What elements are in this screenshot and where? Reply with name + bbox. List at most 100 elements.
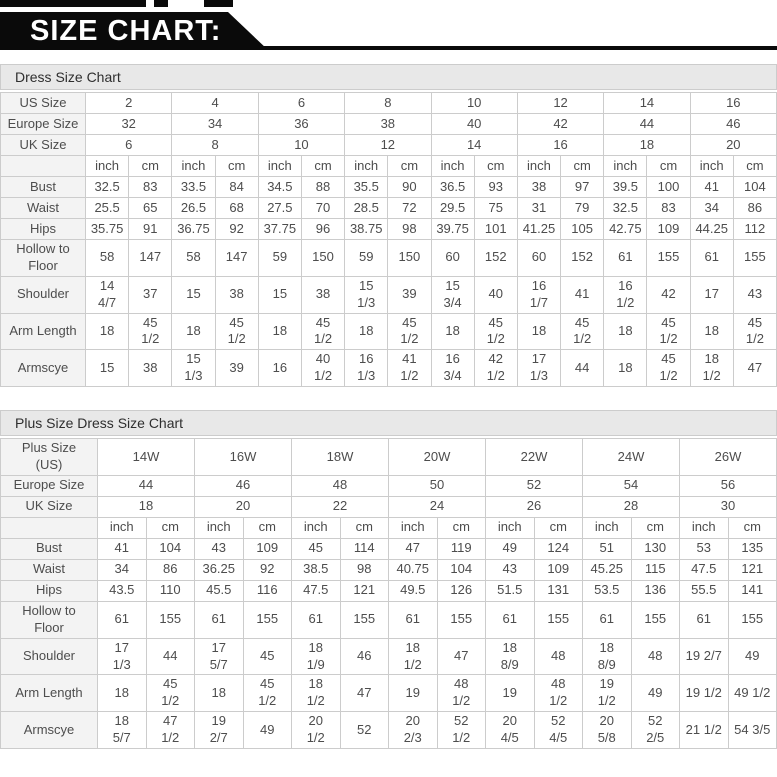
measure-value-cell: 155 [732, 239, 777, 277]
measure-value-cell: 45 1/2 [145, 674, 195, 713]
measure-value-cell: 75 [473, 197, 518, 219]
measure-row: Arm Length 18 45 1/2 18 45 1/2 18 1/2 47 19 48 1… [0, 674, 777, 713]
row-label: Armscye [0, 349, 86, 388]
measure-value-cell: 19 2/7 [194, 711, 244, 750]
measure-value-cell: 61 [97, 600, 147, 639]
measure-value-cell: 83 [646, 197, 691, 219]
measure-value-cell: 44 [560, 349, 605, 388]
size-value-cell: 8 [344, 92, 432, 114]
unit-cell: cm [646, 155, 691, 177]
measure-value-cell: 109 [533, 558, 583, 581]
measure-value-cell: 18 8/9 [485, 637, 535, 676]
unit-cell: cm [630, 516, 680, 539]
size-value-cell: 46 [689, 113, 777, 135]
measure-value-cell: 49 1/2 [727, 674, 777, 713]
measure-value-cell: 28.5 [344, 197, 389, 219]
measure-row: Shoulder 17 1/3 44 17 5/7 45 18 1/9 46 18 1/2 47… [0, 637, 777, 676]
unit-cell: cm [436, 516, 486, 539]
measure-value-cell: 98 [339, 558, 389, 581]
size-value-cell: 6 [84, 134, 173, 156]
size-value-cell: 16W [194, 438, 292, 476]
measure-value-cell: 36.75 [171, 218, 216, 240]
measure-value-cell: 68 [214, 197, 259, 219]
row-label: Europe Size [0, 474, 98, 497]
measure-value-cell: 42.75 [603, 218, 648, 240]
measure-value-cell: 45 1/2 [646, 312, 691, 351]
measure-value-cell: 121 [727, 558, 777, 581]
measure-value-cell: 49 [727, 637, 777, 676]
row-label: Arm Length [0, 312, 86, 351]
measure-value-cell: 45.25 [582, 558, 632, 581]
measure-value-cell: 72 [387, 197, 432, 219]
measure-value-cell: 38 [300, 275, 346, 314]
top-edge-decoration [204, 0, 233, 7]
row-label: Bust [0, 537, 98, 560]
banner-title: SIZE CHART: [30, 14, 222, 47]
measure-value-cell: 88 [300, 176, 346, 198]
measure-value-cell: 18 [171, 312, 216, 351]
unit-cell: cm [339, 516, 389, 539]
measure-value-cell: 52 1/2 [436, 711, 486, 750]
measure-value-cell: 48 [630, 637, 680, 676]
measure-value-cell: 155 [727, 600, 777, 639]
measure-value-cell: 59 [257, 239, 302, 277]
measure-value-cell: 155 [145, 600, 195, 639]
measure-value-cell: 59 [344, 239, 389, 277]
measure-value-cell: 40 1/2 [300, 349, 346, 388]
measure-value-cell: 105 [560, 218, 605, 240]
unit-cell: cm [533, 516, 583, 539]
measure-value-cell: 38 [516, 176, 562, 198]
measure-value-cell: 136 [630, 579, 680, 602]
measure-value-cell: 15 [171, 275, 216, 314]
size-value-cell: 14 [430, 134, 518, 156]
size-row: Europe Size 32 34 36 38 40 42 44 46 [0, 113, 777, 135]
measure-value-cell: 14 4/7 [84, 275, 130, 314]
size-value-cell: 26W [679, 438, 777, 476]
size-value-cell: 14W [97, 438, 195, 476]
measure-value-cell: 119 [436, 537, 486, 560]
unit-cell: inch [679, 516, 729, 539]
measure-value-cell: 101 [473, 218, 518, 240]
measure-value-cell: 91 [128, 218, 173, 240]
measure-value-cell: 49 [242, 711, 292, 750]
measure-value-cell: 47 [732, 349, 777, 388]
measure-value-cell: 18 [689, 312, 734, 351]
row-label-empty [0, 155, 86, 177]
measure-value-cell: 61 [679, 600, 729, 639]
measure-row: Bust 41 104 43 109 45 114 47 119 49 124 51 130 53 135 [0, 537, 777, 560]
measure-value-cell: 124 [533, 537, 583, 560]
measure-value-cell: 19 [485, 674, 535, 713]
measure-value-cell: 43 [732, 275, 777, 314]
unit-cell: inch [430, 155, 475, 177]
measure-value-cell: 155 [533, 600, 583, 639]
size-value-cell: 10 [257, 134, 346, 156]
page-header: SIZE CHART: [0, 0, 777, 55]
size-value-cell: 22 [291, 495, 389, 518]
row-label: Hollow to Floor [0, 600, 98, 639]
measure-row: Shoulder 14 4/7 37 15 38 15 38 15 1/3 39 15 3/4 40… [0, 275, 777, 314]
measure-value-cell: 34.5 [257, 176, 302, 198]
measure-value-cell: 55.5 [679, 579, 729, 602]
size-value-cell: 12 [516, 92, 605, 114]
unit-cell: inch [582, 516, 632, 539]
measure-value-cell: 155 [242, 600, 292, 639]
measure-value-cell: 32.5 [84, 176, 130, 198]
size-value-cell: 32 [84, 113, 173, 135]
measure-row: Arm Length 18 45 1/2 18 45 1/2 18 45 1/2 18 45 1… [0, 312, 777, 351]
unit-cell: cm [214, 155, 259, 177]
measure-value-cell: 15 3/4 [430, 275, 475, 314]
size-value-cell: 8 [171, 134, 259, 156]
measure-value-cell: 18 1/2 [291, 674, 341, 713]
size-value-cell: 40 [430, 113, 518, 135]
size-value-cell: 12 [344, 134, 432, 156]
measure-value-cell: 39 [387, 275, 432, 314]
measure-value-cell: 126 [436, 579, 486, 602]
measure-value-cell: 38 [128, 349, 173, 388]
size-value-cell: 16 [689, 92, 777, 114]
measure-value-cell: 18 1/9 [291, 637, 341, 676]
size-value-cell: 20W [388, 438, 486, 476]
measure-value-cell: 45 1/2 [214, 312, 259, 351]
measure-value-cell: 51 [582, 537, 632, 560]
measure-value-cell: 49 [485, 537, 535, 560]
measure-value-cell: 16 3/4 [430, 349, 475, 388]
